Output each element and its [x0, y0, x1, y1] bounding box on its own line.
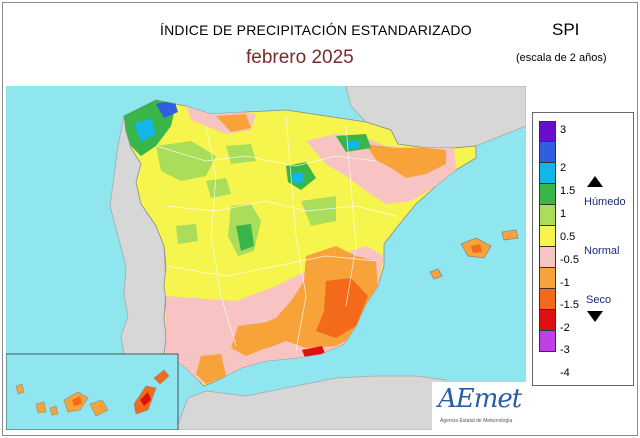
legend-class-dry: Seco — [586, 294, 612, 306]
map-title: ÍNDICE DE PRECIPITACIÓN ESTANDARIZADO — [160, 22, 472, 38]
legend-swatch — [539, 226, 556, 247]
legend-swatch — [539, 121, 556, 142]
legend-swatch — [539, 331, 556, 352]
legend-tick: 1 — [560, 208, 567, 220]
logo-name: AEmet — [438, 384, 522, 414]
legend-tick: -2 — [560, 322, 570, 334]
wet-arrow-icon — [587, 176, 603, 187]
legend-tick: 1.5 — [560, 185, 576, 197]
legend-tick: -1 — [560, 277, 570, 289]
logo-subtitle: Agencia Estatal de Meteorología — [440, 418, 513, 424]
dry-arrow-icon — [587, 311, 603, 322]
legend-swatch — [539, 289, 556, 310]
legend-swatch — [539, 268, 556, 289]
legend-tick: -1.5 — [560, 299, 579, 311]
legend-swatch — [539, 310, 556, 331]
legend-swatch — [539, 184, 556, 205]
legend-swatch — [539, 247, 556, 268]
aemet-logo: AEmet Agencia Estatal de Meteorología — [432, 382, 530, 430]
legend-tick: -3 — [560, 344, 570, 356]
legend-tick: 2 — [560, 162, 567, 174]
legend-class-normal: Normal — [584, 245, 620, 257]
scale-note: (escala de 2 años) — [516, 52, 607, 64]
legend-tick: -0.5 — [560, 254, 579, 266]
legend-tick: 0.5 — [560, 231, 576, 243]
legend-swatch — [539, 142, 556, 163]
spi-map — [6, 86, 526, 430]
index-label: SPI — [552, 20, 580, 39]
legend-class-wet: Húmedo — [584, 196, 626, 208]
legend-tick: 3 — [560, 124, 567, 136]
legend-swatch — [539, 205, 556, 226]
legend-tick: -4 — [560, 367, 570, 379]
legend-swatch — [539, 163, 556, 184]
legend-color-bar — [539, 121, 556, 352]
map-subtitle: febrero 2025 — [246, 47, 354, 68]
